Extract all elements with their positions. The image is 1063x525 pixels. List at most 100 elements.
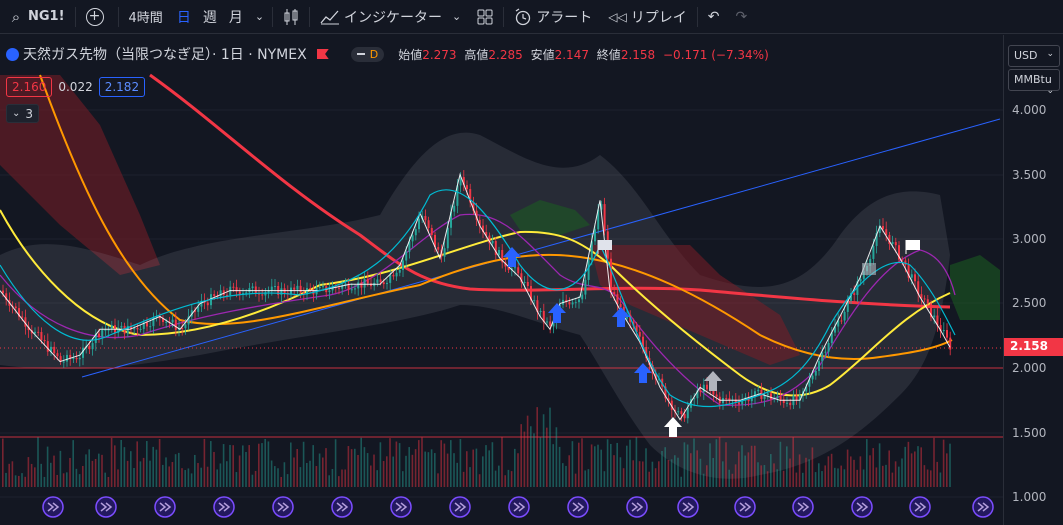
candle-body — [795, 395, 798, 401]
volume-bar — [622, 468, 625, 487]
volume-bar — [747, 452, 750, 487]
volume-bar — [795, 472, 798, 487]
volume-bar — [277, 468, 279, 487]
candle-body — [226, 294, 228, 296]
replay-button[interactable]: ◁◁ リプレイ — [600, 0, 694, 34]
buy-arrow — [503, 247, 521, 267]
volume-bar — [302, 441, 305, 487]
last-price-label: 2.158 — [1004, 338, 1063, 356]
open-value: 2.273 — [422, 47, 457, 62]
candle-body — [482, 225, 484, 233]
symbol-search[interactable]: ⌕ NG1! — [0, 0, 73, 34]
volume-bar — [539, 437, 542, 487]
interval-dropdown[interactable]: ⌄ — [249, 0, 270, 34]
candle-body — [280, 288, 283, 295]
volume-bar — [821, 471, 823, 487]
ma-cyan-10 — [0, 189, 956, 408]
price-tick: 2.500 — [1012, 296, 1047, 310]
redo-button[interactable]: ↷ — [727, 0, 755, 34]
currency-select[interactable]: USD ⌄ — [1008, 45, 1060, 67]
candle-body — [270, 286, 273, 291]
volume-bar — [738, 451, 740, 487]
chevron-right-icon — [277, 502, 285, 512]
volume-bar — [715, 439, 718, 487]
indicators-collapse-toggle[interactable]: ⌄ 3 — [6, 104, 40, 123]
volume-bar — [395, 441, 398, 487]
candle-body — [517, 267, 520, 274]
interval-day-button[interactable]: 日 — [176, 9, 191, 26]
bid-price-button[interactable]: 2.160 — [6, 77, 53, 97]
volume-bar — [802, 472, 804, 487]
volume-bar — [312, 445, 314, 487]
volume-bar — [309, 460, 311, 487]
data-badge: D — [369, 47, 379, 61]
interval-month-button[interactable]: 月 — [228, 9, 243, 26]
volume-bar — [914, 451, 916, 487]
chart-pane[interactable] — [0, 35, 1003, 525]
alert-button[interactable]: アラート — [506, 0, 600, 34]
volume-bar — [475, 448, 478, 487]
candle-body — [498, 249, 500, 255]
volume-bar — [744, 455, 746, 487]
candle-body — [101, 329, 104, 337]
candle-body — [747, 397, 750, 402]
candle-body — [594, 229, 596, 242]
indicators-button[interactable]: インジケーター ⌄ — [312, 0, 469, 34]
bid-ask-boxes: 2.160 0.022 2.182 — [6, 77, 146, 97]
candle-body — [571, 302, 574, 305]
time-nav-buttons[interactable] — [42, 496, 994, 518]
candle-body — [110, 325, 113, 330]
candle-body — [485, 232, 488, 236]
candle-body — [254, 286, 257, 294]
undo-button[interactable]: ↶ — [700, 0, 728, 34]
data-status-pill[interactable]: D — [350, 46, 385, 62]
compare-button[interactable]: + — [78, 0, 116, 34]
flag-icon[interactable] — [316, 49, 329, 59]
price-chart[interactable] — [0, 35, 1003, 525]
volume-bar — [866, 439, 868, 487]
chart-type-button[interactable] — [275, 0, 307, 34]
candle-body — [24, 317, 27, 327]
toolbar-divider — [309, 6, 311, 27]
volume-bar — [587, 469, 590, 487]
volume-bar — [21, 473, 23, 487]
candle-body — [654, 373, 657, 380]
currency-value: USD — [1014, 49, 1038, 62]
candle-body — [504, 262, 507, 267]
volume-bar — [27, 457, 30, 487]
volume-bar — [104, 472, 106, 487]
candle-body — [587, 260, 590, 280]
volume-bar — [203, 438, 206, 487]
candle-body — [670, 400, 673, 410]
volume-bar — [200, 467, 202, 487]
candle-body — [728, 398, 731, 401]
replay-label: リプレイ — [630, 9, 687, 26]
volume-bar — [507, 469, 510, 487]
unit-select[interactable]: MMBtu ⌄ — [1008, 69, 1060, 96]
volume-bar — [408, 447, 410, 487]
symbol-logo-icon — [6, 47, 19, 61]
legend-title[interactable]: 天然ガス先物（当限つなぎ足）· 1日 · NYMEX — [23, 47, 307, 63]
volume-bar — [107, 476, 110, 487]
volume-bar — [939, 472, 942, 487]
price-scale[interactable]: USD ⌄ MMBtu ⌄ 4.000 3.500 3.000 2.500 2.… — [1003, 35, 1063, 525]
volume-bar — [194, 454, 196, 487]
candle-body — [808, 379, 811, 387]
volume-bar — [325, 448, 327, 487]
layouts-button[interactable] — [469, 0, 501, 34]
volume-bar — [229, 444, 231, 487]
interval-4h-button[interactable]: 4時間 — [128, 11, 163, 26]
candle-body — [840, 320, 843, 322]
ma-orange-100 — [39, 74, 953, 360]
candle-body — [302, 292, 305, 295]
interval-week-button[interactable]: 週 — [202, 9, 217, 26]
low-label: 安値 — [530, 47, 555, 62]
ask-price-button[interactable]: 2.182 — [98, 77, 146, 97]
candle-body — [27, 326, 30, 331]
candle-body — [318, 286, 321, 288]
volume-bar — [731, 473, 734, 487]
candle-body — [680, 411, 683, 415]
volume-bar — [898, 466, 900, 487]
buy-arrow — [612, 307, 630, 327]
candle-body — [757, 389, 760, 392]
